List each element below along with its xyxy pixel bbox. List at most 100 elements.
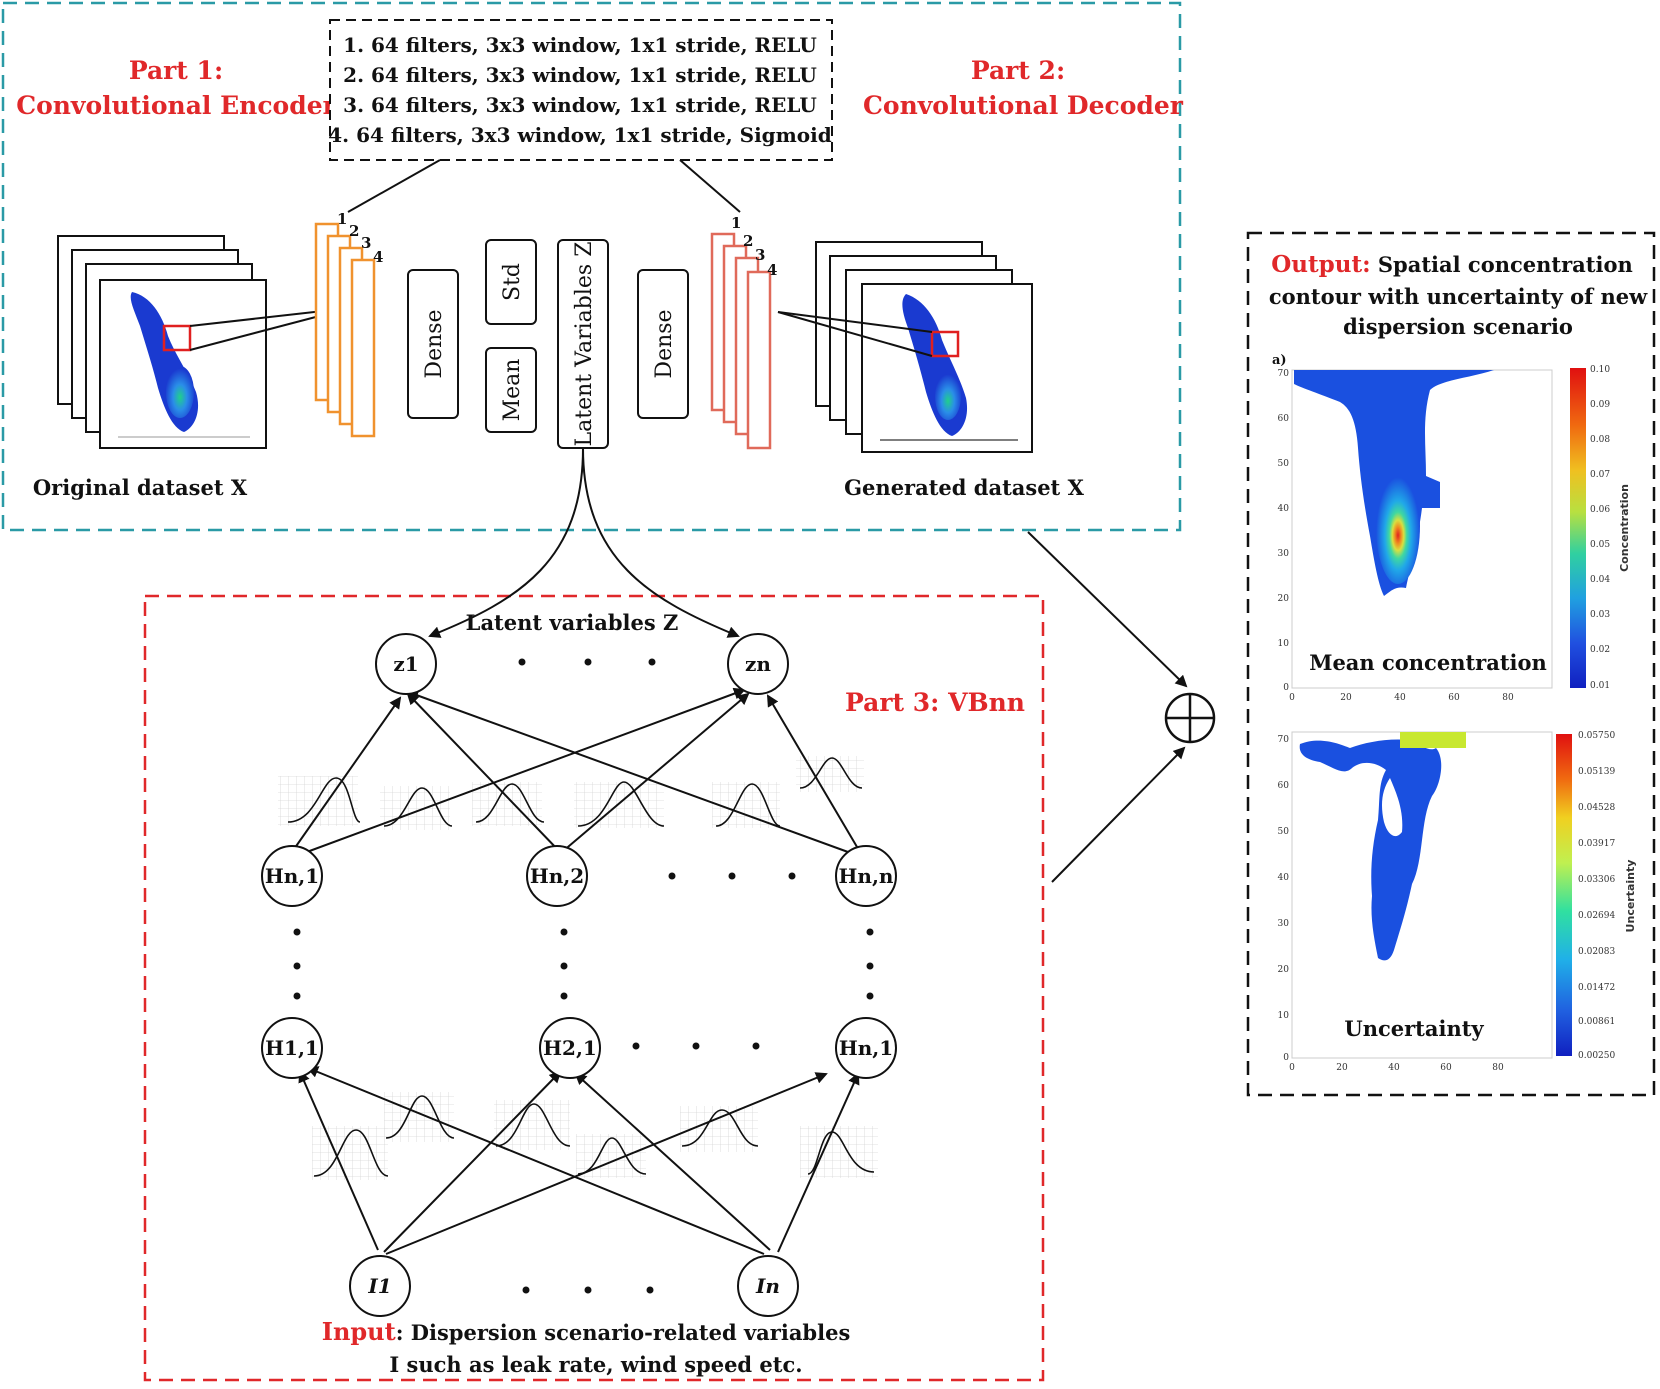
svg-text:10: 10 <box>1278 639 1290 649</box>
svg-text:0.03917: 0.03917 <box>1578 839 1615 849</box>
svg-text:40: 40 <box>1388 1063 1400 1073</box>
layer-number: 2 <box>743 232 753 250</box>
node-zn <box>727 633 789 695</box>
svg-text:0.02: 0.02 <box>1590 645 1610 655</box>
svg-text:0.05: 0.05 <box>1590 540 1610 550</box>
layer-number: 3 <box>361 234 371 252</box>
svg-text:0.07: 0.07 <box>1590 470 1610 480</box>
uncertainty-plot-caption: Uncertainty <box>1344 1016 1484 1041</box>
vbnn-to-combine-arrow <box>1051 746 1186 883</box>
concentration-colorbar <box>1570 368 1586 688</box>
part2-subtitle: Convolutional Decoder <box>863 91 1184 120</box>
node-hn2-label: Hn,2 <box>530 864 584 888</box>
layer-number: 1 <box>337 210 347 228</box>
mean-block <box>485 347 537 433</box>
mean-plot-caption: Mean concentration <box>1309 650 1547 675</box>
svg-text:0.10: 0.10 <box>1590 365 1610 375</box>
node-i1-label: I1 <box>367 1274 391 1298</box>
conv-layers-box <box>329 19 833 161</box>
svg-text:20: 20 <box>1340 693 1352 703</box>
mean-concentration-plot: a) Mean concentration 70 60 50 40 30 20 … <box>1272 353 1631 703</box>
part3-title: Part 3: VBnn <box>845 688 1025 717</box>
node-hn1b-label: Hn,1 <box>839 1036 893 1060</box>
svg-text:40: 40 <box>1394 693 1406 703</box>
node-h11-label: H1,1 <box>265 1036 319 1060</box>
node-hn1 <box>261 845 323 907</box>
node-hnn <box>835 845 897 907</box>
svg-text:20: 20 <box>1336 1063 1348 1073</box>
dense-label: Dense <box>422 309 447 378</box>
decoder-to-combine-arrow <box>1027 531 1188 688</box>
svg-text:0.05139: 0.05139 <box>1578 767 1615 777</box>
layer-number: 4 <box>767 261 777 279</box>
input-caption: Input: Dispersion scenario-related varia… <box>322 1317 851 1346</box>
node-hn1-label: Hn,1 <box>265 864 319 888</box>
node-zn-label: zn <box>745 652 771 676</box>
svg-text:40: 40 <box>1278 873 1290 883</box>
layer-number: 2 <box>349 222 359 240</box>
svg-text:50: 50 <box>1278 827 1290 837</box>
output-caption-line1: Output: Spatial concentration <box>1271 251 1632 278</box>
part1-subtitle: Convolutional Encoder <box>16 91 336 120</box>
encoder-feature-maps <box>314 222 376 438</box>
svg-text:0.06: 0.06 <box>1590 505 1610 515</box>
svg-text:50: 50 <box>1278 459 1290 469</box>
svg-text:0: 0 <box>1289 693 1295 703</box>
uncertainty-axis-label: Uncertainty <box>1624 860 1637 933</box>
generated-dataset-caption: Generated dataset X <box>844 475 1084 500</box>
node-in-label: In <box>755 1274 780 1298</box>
svg-text:0.05750: 0.05750 <box>1578 731 1615 741</box>
latent-variables-label: Latent variables Z <box>466 610 679 635</box>
node-in <box>737 1255 799 1317</box>
part2-title: Part 2: <box>971 56 1065 85</box>
svg-text:0.01: 0.01 <box>1590 681 1610 691</box>
svg-text:10: 10 <box>1278 1011 1290 1021</box>
svg-text:0.03306: 0.03306 <box>1578 875 1615 885</box>
svg-text:70: 70 <box>1278 735 1290 745</box>
svg-text:0.00250: 0.00250 <box>1578 1051 1615 1061</box>
svg-text:30: 30 <box>1278 549 1290 559</box>
conv-layer-3: 3. 64 filters, 3x3 window, 1x1 stride, R… <box>343 93 817 117</box>
node-z1-label: z1 <box>393 652 418 676</box>
vbnn-edges-upper <box>291 687 861 857</box>
svg-text:0.09: 0.09 <box>1590 400 1610 410</box>
svg-text:60: 60 <box>1278 781 1290 791</box>
layer-number: 3 <box>755 246 765 264</box>
ellipsis-dots <box>293 658 874 1294</box>
svg-text:20: 20 <box>1278 594 1290 604</box>
node-z1 <box>375 633 437 695</box>
svg-text:0: 0 <box>1283 1053 1289 1063</box>
svg-text:0.02694: 0.02694 <box>1578 911 1615 921</box>
mean-label: Mean <box>500 359 525 422</box>
svg-text:30: 30 <box>1278 919 1290 929</box>
svg-text:0.03: 0.03 <box>1590 610 1610 620</box>
svg-text:80: 80 <box>1492 1063 1504 1073</box>
output-caption-line2: contour with uncertainty of new <box>1269 284 1648 309</box>
vbnn-edges-lower <box>298 1066 860 1255</box>
node-h21-label: H2,1 <box>543 1036 597 1060</box>
svg-text:60: 60 <box>1440 1063 1452 1073</box>
svg-text:0.00861: 0.00861 <box>1578 1017 1615 1027</box>
svg-text:20: 20 <box>1278 965 1290 975</box>
dense-block-encoder <box>407 269 459 419</box>
connector-line <box>679 159 741 213</box>
svg-text:0.02083: 0.02083 <box>1578 947 1615 957</box>
connector-line <box>347 159 441 213</box>
svg-text:60: 60 <box>1278 414 1290 424</box>
latent-label: Latent Variables Z <box>572 242 597 447</box>
svg-text:0.04: 0.04 <box>1590 575 1610 585</box>
node-hnn-label: Hn,n <box>839 864 894 888</box>
weight-distributions-upper <box>278 756 864 830</box>
panel-label: a) <box>1272 353 1287 368</box>
concentration-axis-label: Concentration <box>1618 484 1631 572</box>
latent-to-zn-arrow <box>582 447 740 638</box>
part1-title: Part 1: <box>129 56 223 85</box>
autoencoder-region <box>1 1 1182 532</box>
vbnn-nodes <box>261 633 897 1317</box>
svg-text:0.01472: 0.01472 <box>1578 983 1615 993</box>
original-dataset-caption: Original dataset X <box>33 475 248 500</box>
std-block <box>485 239 537 325</box>
conv-layer-2: 2. 64 filters, 3x3 window, 1x1 stride, R… <box>343 63 817 87</box>
uncertainty-colorbar <box>1556 734 1572 1056</box>
node-h11 <box>261 1017 323 1079</box>
